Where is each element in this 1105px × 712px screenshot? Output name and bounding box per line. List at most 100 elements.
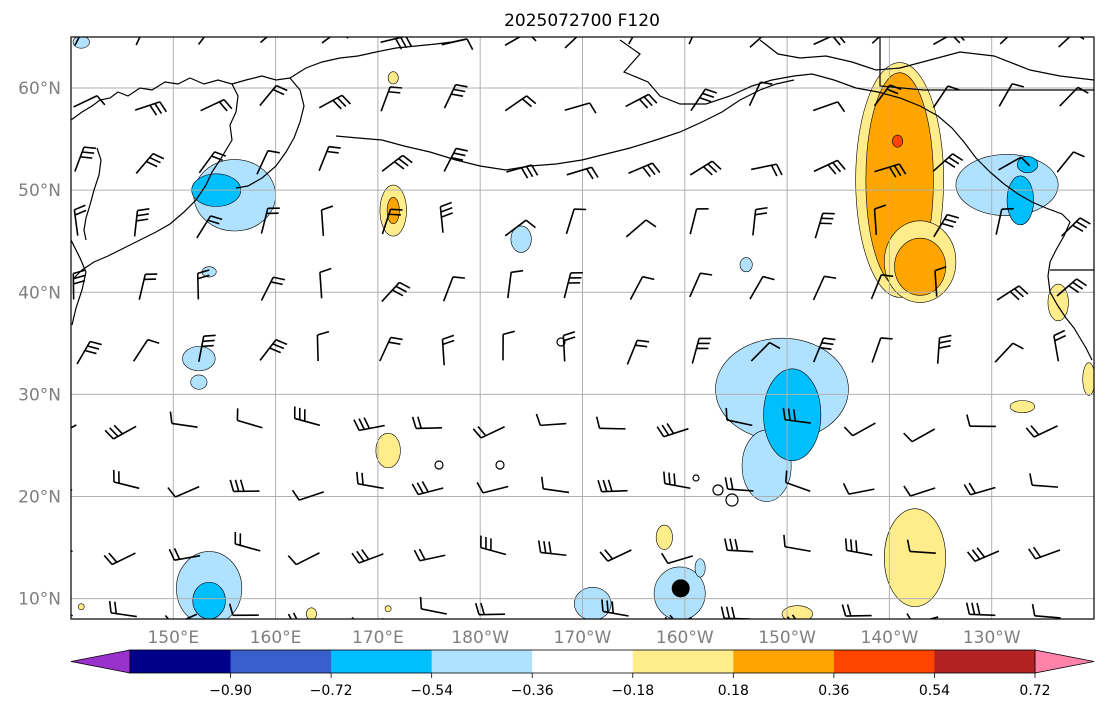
coastline-north-america-west [1047, 221, 1093, 361]
wind-barb [750, 341, 781, 362]
colorbar-extend-low [70, 649, 131, 674]
wind-barb [507, 269, 524, 299]
wind-barb [1031, 603, 1061, 619]
colorbar-outline [129, 649, 1036, 674]
colorbar-bin [833, 650, 935, 673]
wind-barb [628, 162, 661, 178]
anomaly-region [1009, 400, 1035, 414]
anomaly-region [77, 603, 85, 611]
wind-barb [411, 481, 444, 496]
wind-barb [873, 84, 902, 107]
wind-barb [259, 339, 288, 361]
island [556, 337, 566, 347]
wind-barb [566, 166, 599, 180]
wind-barb [504, 219, 536, 237]
wind-barb [228, 603, 259, 617]
anomaly-region [1006, 175, 1034, 226]
wind-barb [103, 552, 136, 566]
wind-barb [135, 152, 165, 174]
colorbar-bin [733, 650, 835, 673]
graticule [71, 37, 1094, 619]
wind-barb [841, 604, 872, 617]
anomaly-region [892, 134, 903, 148]
wind-barb [319, 267, 332, 299]
colorbar-tick-label: −0.72 [310, 683, 353, 699]
latitude-labels: 10°N 20°N 30°N 40°N 50°N 60°N [18, 79, 61, 610]
wind-barb [381, 154, 413, 172]
wind-barb [906, 539, 936, 555]
wind-barb [749, 37, 780, 48]
wind-barb [995, 207, 1014, 235]
hawaii-islands [712, 484, 724, 496]
wind-barb [1025, 425, 1058, 438]
wind-barb [994, 342, 1024, 363]
wind-barb [595, 416, 626, 430]
wind-barb [504, 37, 537, 46]
map-frame [70, 36, 1095, 620]
wind-barb [74, 37, 81, 46]
wind-barb [197, 37, 219, 45]
wind-barb [782, 614, 815, 619]
wind-barb [565, 208, 587, 235]
latitude-label: 10°N [18, 590, 61, 610]
coastline-sakhalin [83, 147, 102, 241]
anomaly-region [386, 197, 400, 225]
wind-barb [321, 37, 349, 44]
latitude-label: 30°N [18, 385, 61, 405]
longitude-label: 160°E [250, 628, 302, 648]
colorbar-bin [230, 650, 332, 673]
colorbar-tick-label: −0.90 [209, 683, 252, 699]
wind-barb [1059, 86, 1089, 107]
longitude-label: 170°W [554, 628, 612, 648]
wind-barb [259, 84, 288, 107]
anomaly-region [387, 71, 399, 85]
wind-barb [934, 266, 947, 297]
wind-barb [73, 95, 106, 108]
wind-barb [688, 37, 694, 45]
wind-barb [871, 37, 881, 44]
colorbar-tick-label: 0.36 [818, 683, 849, 699]
wind-barb [689, 207, 709, 235]
island [495, 460, 505, 470]
wind-barb [660, 552, 694, 565]
wind-barb [871, 337, 893, 363]
colorbar-bin [532, 650, 634, 673]
longitude-label: 160°W [656, 628, 714, 648]
wind-barb [504, 95, 537, 112]
wind-barb [419, 596, 447, 615]
wind-barb [812, 275, 837, 301]
wind-barb [133, 207, 150, 237]
anomaly-region [72, 37, 90, 49]
wind-barb [197, 334, 216, 362]
wind-barb [316, 330, 330, 361]
anomaly-region [190, 374, 208, 390]
wind-barb [564, 37, 594, 49]
wind-barb [236, 408, 263, 429]
wind-barb [998, 83, 1024, 107]
wind-barb [381, 281, 411, 303]
colorbar-tick-label: 0.72 [1019, 683, 1050, 699]
wind-barb [749, 275, 775, 300]
wind-barb [169, 411, 198, 428]
wind-barb [411, 416, 443, 430]
wind-barb [842, 483, 875, 495]
wind-barb [999, 37, 1009, 45]
wind-barb [597, 479, 628, 493]
wind-barb [933, 213, 960, 238]
anomaly-region [739, 257, 753, 273]
coastline-alaska [619, 39, 1071, 223]
wind-barb [200, 98, 233, 112]
anomaly-region [781, 605, 813, 619]
wind-barb [563, 271, 583, 299]
anomaly-region [883, 508, 946, 608]
location-marker [671, 579, 690, 598]
longitude-labels: 150°E 160°E 170°E 180°W 170°W 160°W 150°W 140°W… [147, 628, 1020, 648]
latitude-label: 50°N [18, 181, 61, 201]
wind-barb [966, 414, 996, 428]
wind-barb [502, 330, 515, 361]
wind-barb [441, 38, 474, 50]
wind-barb [625, 219, 657, 238]
colorbar-tick-label: 0.18 [718, 683, 749, 699]
wind-barb [844, 538, 873, 556]
anomaly-region [574, 587, 612, 619]
